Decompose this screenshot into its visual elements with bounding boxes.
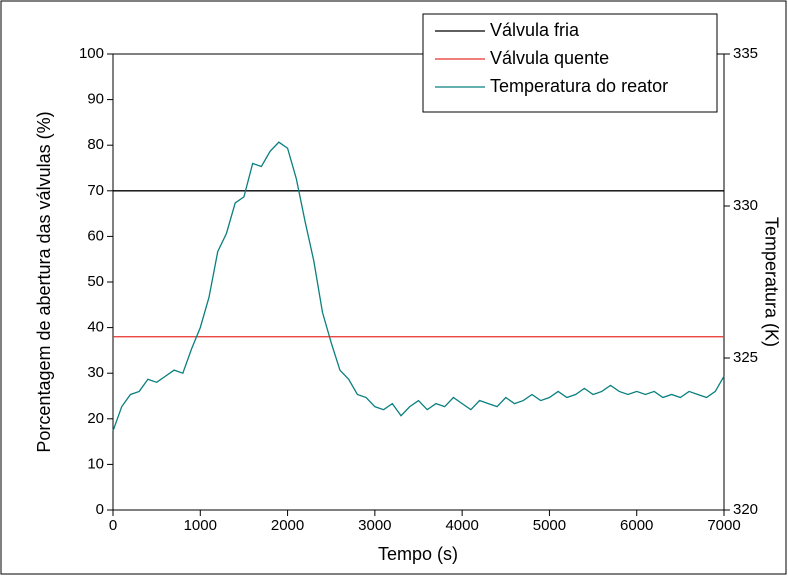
- x-tick-label: 5000: [533, 517, 566, 534]
- legend-label: Válvula fria: [490, 20, 580, 40]
- x-tick-label: 1000: [184, 517, 217, 534]
- y-tick-label: 60: [87, 227, 104, 244]
- x-tick-label: 6000: [620, 517, 653, 534]
- y-tick-label: 70: [87, 182, 104, 199]
- x-tick-label: 7000: [707, 517, 740, 534]
- x-tick-label: 3000: [358, 517, 391, 534]
- legend-label: Válvula quente: [490, 48, 609, 68]
- y-tick-label: 10: [87, 455, 104, 472]
- y-tick-label: 0: [96, 501, 104, 518]
- y-tick-label: 50: [87, 273, 104, 290]
- y-axis-label: Porcentagem de abertura das válvulas (%): [34, 111, 54, 452]
- x-tick-label: 2000: [271, 517, 304, 534]
- y2-tick-label: 320: [733, 501, 758, 518]
- y2-tick-label: 325: [733, 349, 758, 366]
- y-tick-label: 40: [87, 319, 104, 336]
- y-tick-label: 90: [87, 91, 104, 108]
- x-axis-label: Tempo (s): [378, 544, 458, 564]
- series-line: [112, 141, 725, 432]
- y-tick-label: 100: [79, 45, 104, 62]
- legend-box: [422, 13, 718, 113]
- legend-label: Temperatura do reator: [490, 76, 668, 96]
- x-tick-label: 0: [109, 517, 117, 534]
- y-tick-label: 80: [87, 136, 104, 153]
- x-tick-label: 4000: [445, 517, 478, 534]
- y-tick-label: 30: [87, 364, 104, 381]
- y2-axis-label: Temperatura (K): [761, 217, 781, 347]
- plot-frame: [112, 53, 725, 511]
- y2-tick-label: 335: [733, 45, 758, 62]
- y2-tick-label: 330: [733, 197, 758, 214]
- y-tick-label: 20: [87, 410, 104, 427]
